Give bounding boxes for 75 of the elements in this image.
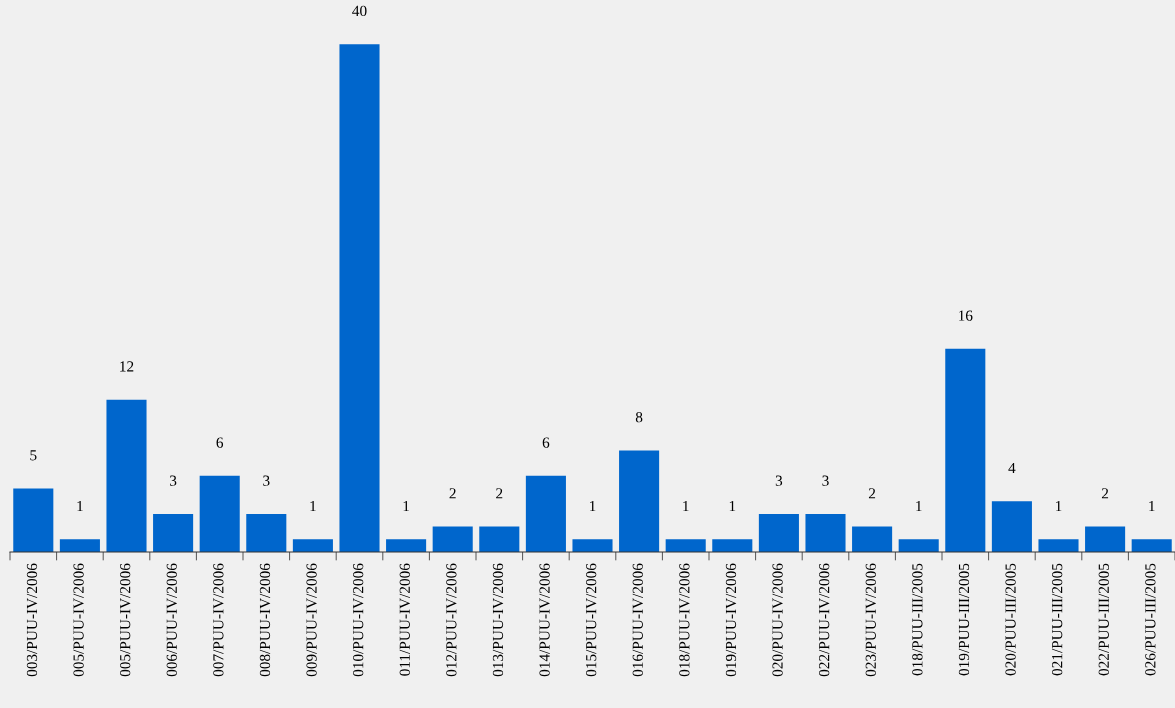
x-tick-label: 019/PUU-IV/2006 bbox=[725, 563, 737, 677]
bar bbox=[1038, 539, 1079, 552]
data-label: 3 bbox=[170, 475, 177, 486]
data-label: 2 bbox=[868, 488, 876, 499]
x-tick-label: 021/PUU-III/2005 bbox=[1052, 563, 1063, 676]
x-tick-label: 018/PUU-III/2005 bbox=[912, 563, 923, 676]
x-tick-label: 016/PUU-IV/2006 bbox=[632, 563, 644, 677]
x-tick-label: 014/PUU-IV/2006 bbox=[539, 563, 550, 677]
data-label: 2 bbox=[449, 488, 456, 499]
x-tick-label: 018/PUU-IV/2006 bbox=[679, 563, 690, 677]
data-label: 12 bbox=[120, 361, 134, 372]
data-label: 4 bbox=[1008, 462, 1016, 473]
x-tick-label: 010/PUU-IV/2006 bbox=[353, 563, 364, 677]
bar bbox=[852, 526, 893, 552]
bar bbox=[712, 539, 753, 552]
data-label: 1 bbox=[1149, 500, 1155, 512]
bar bbox=[106, 399, 147, 552]
data-label: 1 bbox=[310, 500, 316, 512]
bar bbox=[525, 475, 566, 552]
bar bbox=[386, 539, 427, 552]
x-tick-label: 007/PUU-IV/2006 bbox=[213, 563, 224, 677]
x-tick-label: 003/PUU-IV/2006 bbox=[26, 563, 38, 677]
bar bbox=[199, 475, 240, 552]
x-tick-label: 009/PUU-IV/2006 bbox=[306, 563, 317, 677]
bar bbox=[292, 539, 333, 552]
bar bbox=[665, 539, 706, 552]
bar bbox=[13, 488, 54, 552]
data-label: 3 bbox=[263, 475, 270, 486]
bar bbox=[339, 44, 380, 552]
x-tick-label: 013/PUU-IV/2006 bbox=[492, 563, 504, 677]
data-label: 1 bbox=[590, 500, 596, 512]
bar bbox=[432, 526, 473, 552]
x-tick-label: 022/PUU-III/2005 bbox=[1098, 563, 1109, 676]
x-tick-label: 005/PUU-IV/2006 bbox=[120, 563, 131, 677]
bar bbox=[991, 501, 1032, 552]
data-label: 2 bbox=[496, 488, 503, 499]
bar bbox=[59, 539, 100, 552]
bar bbox=[479, 526, 520, 552]
data-label: 1 bbox=[1056, 500, 1062, 512]
data-label: 1 bbox=[403, 500, 409, 512]
bar bbox=[619, 450, 660, 552]
bar bbox=[805, 513, 846, 552]
bar bbox=[945, 348, 986, 552]
bar bbox=[572, 539, 613, 552]
bar bbox=[1131, 539, 1172, 552]
data-label: 5 bbox=[30, 450, 37, 461]
bar bbox=[758, 513, 799, 552]
x-tick-label: 020/PUU-IV/2006 bbox=[772, 563, 783, 677]
x-tick-label: 020/PUU-III/2005 bbox=[1005, 563, 1016, 676]
x-tick-label: 026/PUU-III/2005 bbox=[1145, 563, 1156, 676]
x-tick-label: 012/PUU-IV/2006 bbox=[446, 563, 457, 677]
data-label: 40 bbox=[352, 5, 367, 17]
x-tick-label: 011/PUU-IV/2006 bbox=[399, 563, 411, 676]
bar bbox=[246, 513, 287, 552]
x-tick-label: 006/PUU-IV/2006 bbox=[166, 563, 178, 677]
x-tick-label: 022/PUU-IV/2006 bbox=[819, 563, 830, 677]
bar bbox=[153, 513, 194, 552]
data-label: 1 bbox=[916, 500, 922, 512]
x-tick-label: 005/PUU-IV/2006 bbox=[73, 563, 84, 677]
bar bbox=[898, 539, 939, 552]
data-label: 1 bbox=[729, 500, 736, 512]
data-label: 1 bbox=[77, 500, 83, 512]
data-label: 16 bbox=[959, 310, 973, 321]
x-tick-label: 023/PUU-IV/2006 bbox=[865, 563, 877, 677]
data-label: 6 bbox=[216, 437, 224, 448]
data-label: 8 bbox=[635, 412, 643, 423]
x-tick-label: 008/PUU-IV/2006 bbox=[259, 563, 271, 677]
x-tick-label: 019/PUU-III/2005 bbox=[958, 563, 970, 676]
data-label: 3 bbox=[822, 475, 829, 486]
bar bbox=[1085, 526, 1126, 552]
x-tick-label: 015/PUU-IV/2006 bbox=[586, 563, 597, 677]
data-label: 1 bbox=[683, 500, 689, 512]
data-label: 2 bbox=[1101, 488, 1109, 499]
data-label: 6 bbox=[542, 437, 550, 448]
data-label: 3 bbox=[775, 475, 783, 486]
